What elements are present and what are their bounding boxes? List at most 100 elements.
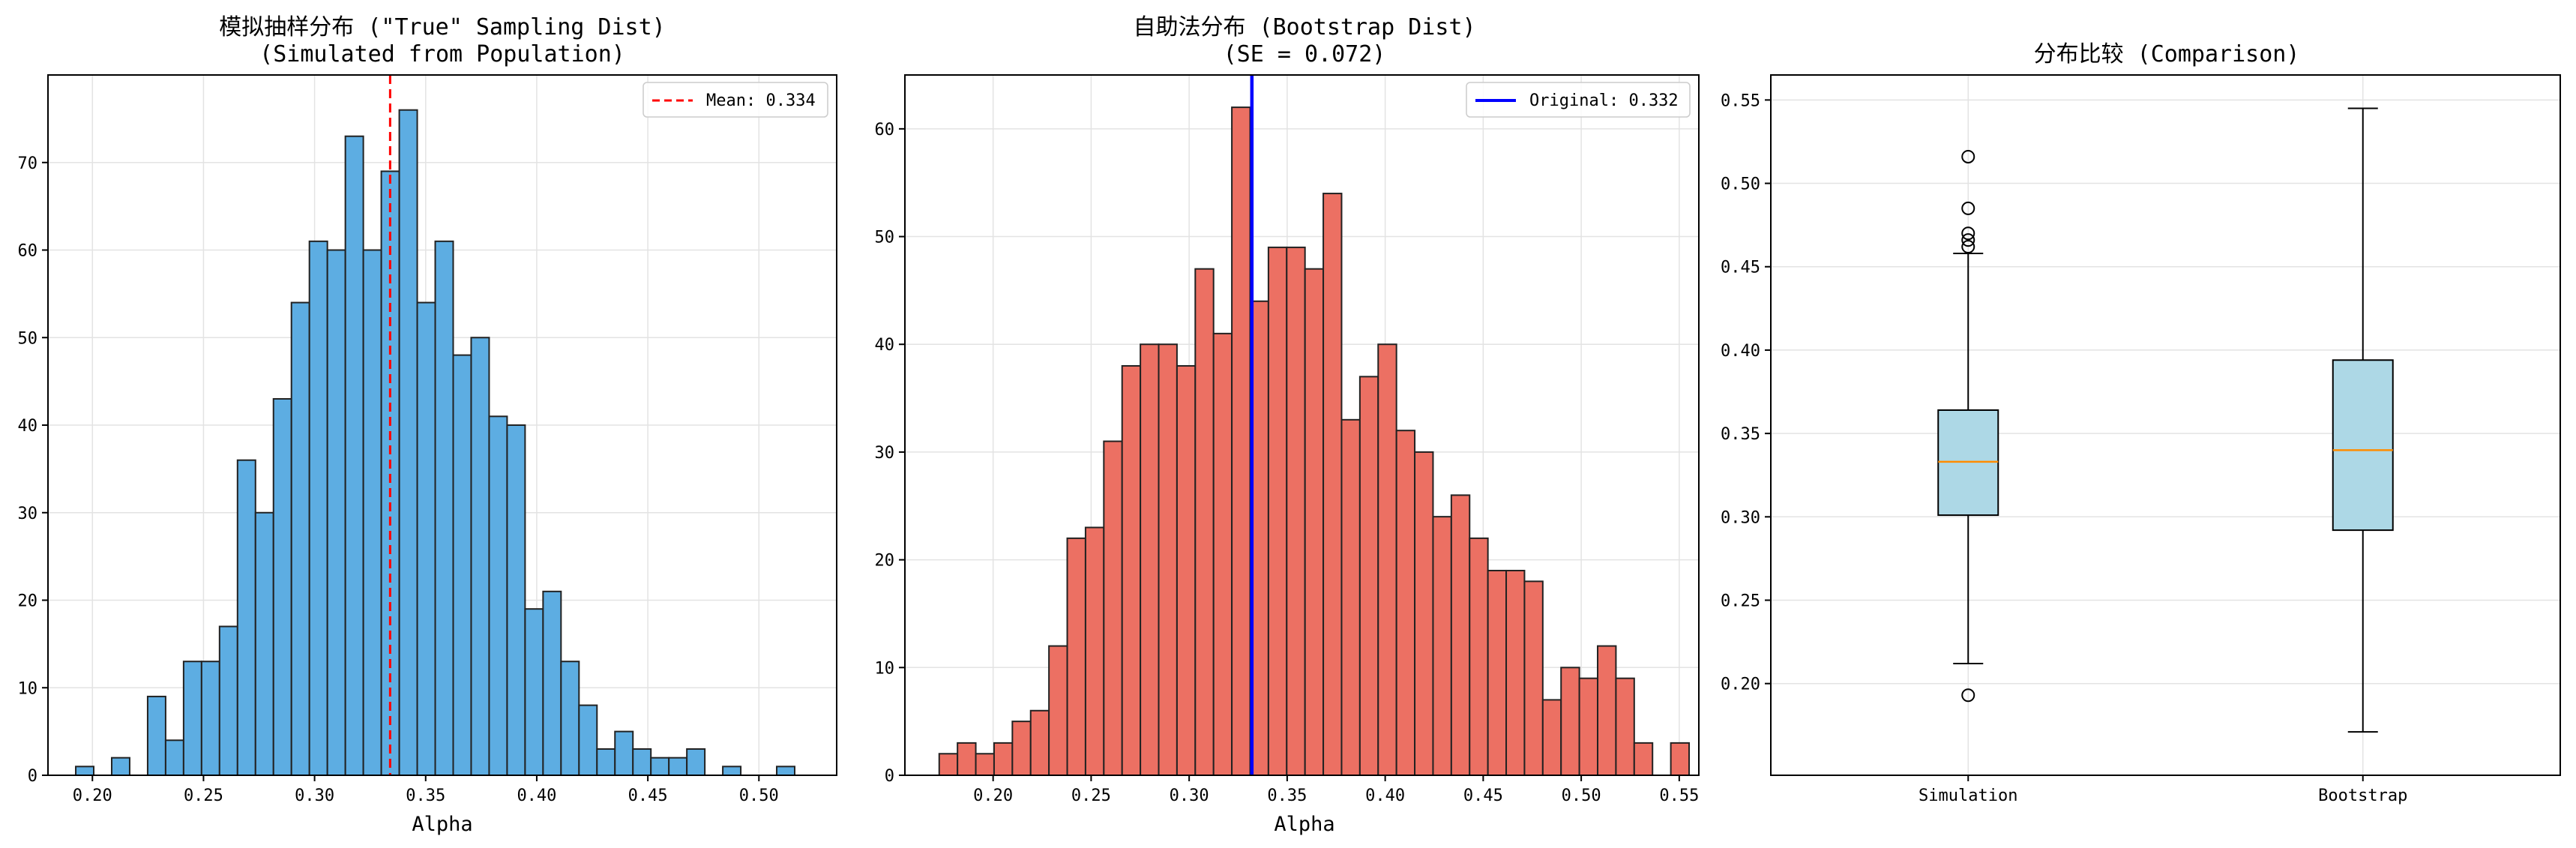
histogram-bar [1267, 246, 1288, 776]
histogram-bar [1395, 430, 1416, 777]
panel1-legend: Mean: 0.334 [643, 82, 828, 118]
y-tick-label: 0.45 [1721, 259, 1760, 277]
y-tick-label: 0.50 [1721, 175, 1760, 194]
histogram-bar [596, 748, 616, 776]
y-tick-label: 0 [28, 767, 37, 786]
histogram-bar [75, 766, 95, 777]
legend-mean-label: Mean: 0.334 [706, 91, 816, 110]
panel1-title-line2: (Simulated from Population) [259, 41, 625, 67]
y-tick-label: 0.30 [1721, 508, 1760, 527]
histogram-bar [1487, 569, 1508, 776]
histogram-bar [1121, 364, 1142, 776]
histogram-bar [1578, 677, 1599, 777]
y-tick-label: 30 [18, 505, 38, 523]
histogram-bar [344, 135, 364, 777]
histogram-bar [614, 730, 634, 776]
histogram-bar [632, 748, 652, 776]
histogram-bar [272, 397, 292, 776]
histogram-bar [1029, 709, 1050, 776]
x-tick-label: 0.30 [295, 787, 334, 805]
panel-bootstrap-histogram: 自助法分布 (Bootstrap Dist) (SE = 0.072) 0.20… [875, 14, 1700, 836]
histogram-bar [650, 757, 670, 777]
histogram-bar [1615, 677, 1635, 777]
x-tick-label: 0.50 [739, 787, 779, 805]
histogram-bar [1469, 537, 1489, 777]
panel2-xlabel: Alpha [1274, 813, 1334, 836]
histogram-bar [146, 695, 166, 776]
panel3-title: 分布比较 (Comparison) [2034, 41, 2300, 67]
histogram-bar [236, 459, 256, 776]
histogram-bar [434, 240, 454, 776]
histogram-bar [1597, 645, 1617, 776]
histogram-bar [1176, 364, 1197, 776]
y-tick-label: 0.55 [1721, 91, 1760, 110]
axes-frame [1770, 74, 2561, 776]
axes-frame [904, 74, 1700, 776]
histogram-bar [1560, 667, 1580, 776]
panel2-title-line1: 自助法分布 (Bootstrap Dist) [1133, 14, 1475, 40]
x-tick-label: 0.45 [628, 787, 668, 805]
histogram-bar [1194, 268, 1215, 776]
outlier-point [1961, 201, 1975, 215]
histogram-bar [1231, 106, 1251, 777]
histogram-bar [110, 757, 130, 777]
x-tick-label: Bootstrap [2318, 787, 2407, 805]
histogram-bar [722, 766, 742, 777]
histogram-bar [182, 661, 202, 776]
outlier-point [1961, 233, 1975, 247]
legend-original-label: Original: 0.332 [1529, 91, 1679, 110]
histogram-bar [308, 240, 328, 776]
histogram-bar [1340, 418, 1361, 776]
histogram-bar [488, 415, 508, 776]
panel-comparison-boxplot: 分布比较 (Comparison) 0.200.250.300.350.400.… [1721, 41, 2561, 805]
histogram-bar [164, 739, 184, 776]
y-tick-label: 0 [885, 767, 894, 786]
legend-box [643, 82, 828, 118]
histogram-bar [1084, 526, 1105, 776]
x-tick-label: Simulation [1919, 787, 2017, 805]
x-tick-label: 0.40 [1365, 787, 1405, 805]
histogram-bar [1377, 343, 1397, 776]
y-tick-label: 20 [875, 552, 895, 571]
y-tick-label: 0.25 [1721, 592, 1760, 611]
panel1-xlabel: Alpha [412, 813, 472, 836]
histogram-bar [938, 753, 959, 776]
panel-simulation-histogram: 模拟抽样分布 ("True" Sampling Dist) (Simulated… [18, 14, 837, 836]
y-tick-label: 30 [875, 444, 895, 463]
y-tick-label: 50 [875, 229, 895, 247]
panel2-legend: Original: 0.332 [1466, 82, 1691, 118]
histogram-bar [975, 753, 995, 776]
histogram-bar [1158, 343, 1178, 776]
y-tick-label: 20 [18, 592, 38, 611]
outlier-point [1961, 688, 1975, 703]
histogram-bar [326, 249, 346, 776]
y-tick-label: 70 [18, 154, 38, 173]
histogram-bar [398, 109, 418, 776]
histogram-bar [1140, 343, 1160, 776]
x-tick-label: 0.55 [1659, 787, 1699, 805]
x-tick-label: 0.25 [184, 787, 223, 805]
histogram-bar [1414, 451, 1434, 777]
y-tick-label: 0.20 [1721, 676, 1760, 694]
x-tick-label: 0.40 [517, 787, 556, 805]
y-tick-label: 10 [18, 679, 38, 698]
panel2-plot: 0.20 0.25 0.30 0.35 0.40 0.45 0.50 0.55 0 10 20 30 4… [875, 74, 1700, 805]
histogram-bar [1011, 721, 1032, 777]
histogram-bar [1322, 193, 1343, 776]
histogram-bar [1103, 440, 1123, 776]
x-tick-label: 0.50 [1562, 787, 1601, 805]
outlier-point [1961, 240, 1975, 254]
histogram-bar [1212, 332, 1233, 777]
histogram-bar [254, 511, 274, 776]
histogram-bar [452, 354, 472, 777]
histogram-bar [1450, 494, 1471, 777]
histogram-bar [1505, 569, 1526, 776]
histogram-bar [200, 661, 220, 776]
histogram-bar [1523, 580, 1544, 776]
y-tick-label: 50 [18, 329, 38, 348]
histogram-bar [1048, 645, 1068, 776]
histogram-bar [686, 748, 706, 776]
panel1-title-line1: 模拟抽样分布 ("True" Sampling Dist) [219, 14, 665, 40]
histogram-bar [1633, 742, 1654, 777]
